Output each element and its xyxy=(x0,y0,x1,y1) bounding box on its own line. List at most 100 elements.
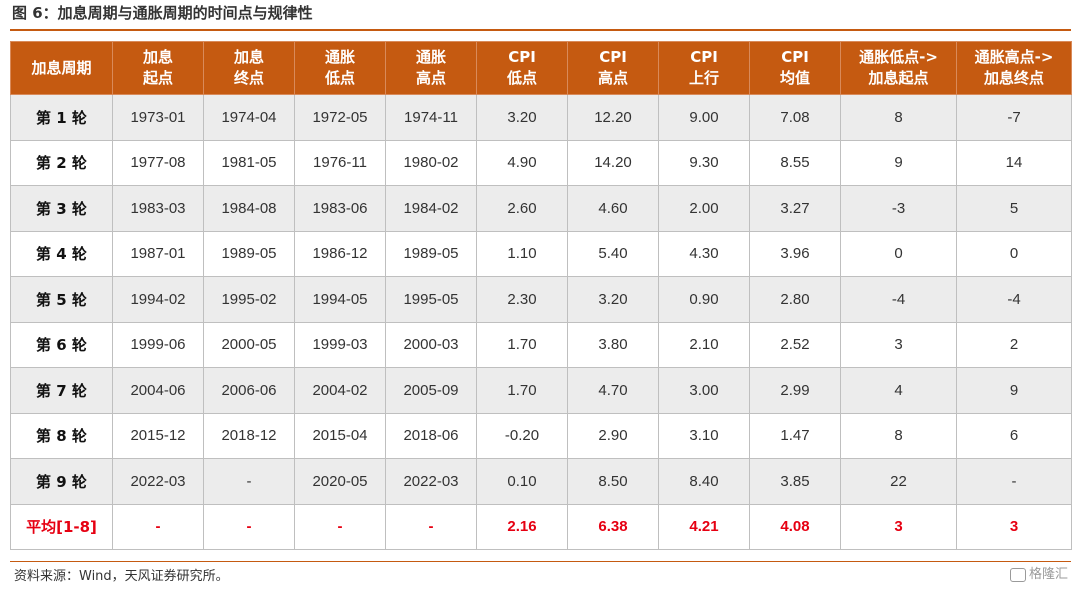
row-label: 第 2 轮 xyxy=(10,139,113,186)
header-low-to-start: 通胀低点-> 加息起点 xyxy=(840,41,957,95)
header-hike-end: 加息 终点 xyxy=(203,41,295,95)
table-cell: 0 xyxy=(840,230,957,277)
table-cell: 8.40 xyxy=(658,458,750,505)
table-cell: 1999-03 xyxy=(294,321,386,368)
table-cell: 1981-05 xyxy=(203,139,295,186)
table-row: 第 7 轮 2004-06 2006-06 2004-02 2005-09 1.70 4.7… xyxy=(10,367,1072,414)
table-cell: - xyxy=(294,503,386,550)
table-cell: 3.80 xyxy=(567,321,659,368)
table-cell: 1984-02 xyxy=(385,185,477,232)
table-cell: 9.30 xyxy=(658,139,750,186)
table-cell: 1999-06 xyxy=(112,321,204,368)
table-cell: 1995-02 xyxy=(203,276,295,323)
table-cell: 2020-05 xyxy=(294,458,386,505)
table-row: 第 5 轮 1994-02 1995-02 1994-05 1995-05 2.30 3.2… xyxy=(10,276,1072,323)
table-cell: 2018-12 xyxy=(203,412,295,459)
table-cell: - xyxy=(203,458,295,505)
table-cell: 1994-02 xyxy=(112,276,204,323)
table-cell: 1987-01 xyxy=(112,230,204,277)
table-row: 第 1 轮 1973-01 1974-04 1972-05 1974-11 3.20 12.… xyxy=(10,94,1072,141)
table-cell: 3.96 xyxy=(749,230,841,277)
table-cell: 1.10 xyxy=(476,230,568,277)
table-cell: 1983-06 xyxy=(294,185,386,232)
table-cell: 1994-05 xyxy=(294,276,386,323)
table-cell: 2004-06 xyxy=(112,367,204,414)
table-cell: 2.80 xyxy=(749,276,841,323)
table-cell: 1974-04 xyxy=(203,94,295,141)
row-label: 第 4 轮 xyxy=(10,230,113,277)
table-cell: 9 xyxy=(956,367,1072,414)
table-cell: 0.90 xyxy=(658,276,750,323)
table-cell: - xyxy=(112,503,204,550)
table-cell: 14 xyxy=(956,139,1072,186)
table-cell: 3.20 xyxy=(567,276,659,323)
table-cell: - xyxy=(203,503,295,550)
table-cell: 3.00 xyxy=(658,367,750,414)
table-cell: 2018-06 xyxy=(385,412,477,459)
table-cell: 3.27 xyxy=(749,185,841,232)
table-cell: 2.16 xyxy=(476,503,568,550)
table-cell: 4.60 xyxy=(567,185,659,232)
header-high-to-end: 通胀高点-> 加息终点 xyxy=(956,41,1072,95)
watermark-text: 格隆汇 xyxy=(1028,567,1068,582)
header-cpi-mean: CPI 均值 xyxy=(749,41,841,95)
table-cell: 4.21 xyxy=(658,503,750,550)
table-cell: 3 xyxy=(840,321,957,368)
row-label: 第 5 轮 xyxy=(10,276,113,323)
row-label: 第 9 轮 xyxy=(10,458,113,505)
table-cell: -7 xyxy=(956,94,1072,141)
table-cell: 1984-08 xyxy=(203,185,295,232)
header-cpi-high: CPI 高点 xyxy=(567,41,659,95)
table-cell: 2 xyxy=(956,321,1072,368)
table-cell: 0.10 xyxy=(476,458,568,505)
table-cell: 1980-02 xyxy=(385,139,477,186)
table-cell: 9.00 xyxy=(658,94,750,141)
table-cell: -4 xyxy=(956,276,1072,323)
table-cell: 1986-12 xyxy=(294,230,386,277)
table-cell: -0.20 xyxy=(476,412,568,459)
table-cell: 8.55 xyxy=(749,139,841,186)
table-cell: 1972-05 xyxy=(294,94,386,141)
table-row: 第 2 轮 1977-08 1981-05 1976-11 1980-02 4.90 14.… xyxy=(10,139,1072,186)
table-cell: 2006-06 xyxy=(203,367,295,414)
table-cell: 2015-12 xyxy=(112,412,204,459)
table-cell: 1989-05 xyxy=(203,230,295,277)
table-cell: 0 xyxy=(956,230,1072,277)
title-divider xyxy=(10,29,1071,31)
header-inflation-low: 通胀 低点 xyxy=(294,41,386,95)
table-cell: 2004-02 xyxy=(294,367,386,414)
table-cell: 22 xyxy=(840,458,957,505)
table-cell: 2022-03 xyxy=(112,458,204,505)
table-cell: 2.10 xyxy=(658,321,750,368)
table-cell: 6.38 xyxy=(567,503,659,550)
header-cpi-rise: CPI 上行 xyxy=(658,41,750,95)
table-cell: 2005-09 xyxy=(385,367,477,414)
table-cell: 5 xyxy=(956,185,1072,232)
row-label: 第 7 轮 xyxy=(10,367,113,414)
header-inflation-high: 通胀 高点 xyxy=(385,41,477,95)
table-row: 第 6 轮 1999-06 2000-05 1999-03 2000-03 1.70 3.8… xyxy=(10,321,1072,368)
table-row: 第 3 轮 1983-03 1984-08 1983-06 1984-02 2.60 4.6… xyxy=(10,185,1072,232)
table-cell: 3.85 xyxy=(749,458,841,505)
table-cell: 3.10 xyxy=(658,412,750,459)
row-label: 第 1 轮 xyxy=(10,94,113,141)
table-cell: 6 xyxy=(956,412,1072,459)
row-label: 第 6 轮 xyxy=(10,321,113,368)
table-cell: - xyxy=(385,503,477,550)
table-cell: 12.20 xyxy=(567,94,659,141)
table-cell: 4 xyxy=(840,367,957,414)
table-cell: 8 xyxy=(840,412,957,459)
row-label: 平均[1-8] xyxy=(10,503,113,550)
table-cell: 2.52 xyxy=(749,321,841,368)
table-cell: 2000-05 xyxy=(203,321,295,368)
table-cell: 4.08 xyxy=(749,503,841,550)
table-cell: 1976-11 xyxy=(294,139,386,186)
figure-title: 图 6：加息周期与通胀周期的时间点与规律性 xyxy=(12,4,313,22)
table-cell: 2.30 xyxy=(476,276,568,323)
table-cell: 4.30 xyxy=(658,230,750,277)
table-cell: 8.50 xyxy=(567,458,659,505)
table-cell: 2000-03 xyxy=(385,321,477,368)
table-cell: 4.90 xyxy=(476,139,568,186)
table-header-row: 加息周期 加息 起点 加息 终点 通胀 低点 通胀 高点 CPI 低点 CPI 高点 CPI… xyxy=(10,41,1072,95)
table-cell: 14.20 xyxy=(567,139,659,186)
